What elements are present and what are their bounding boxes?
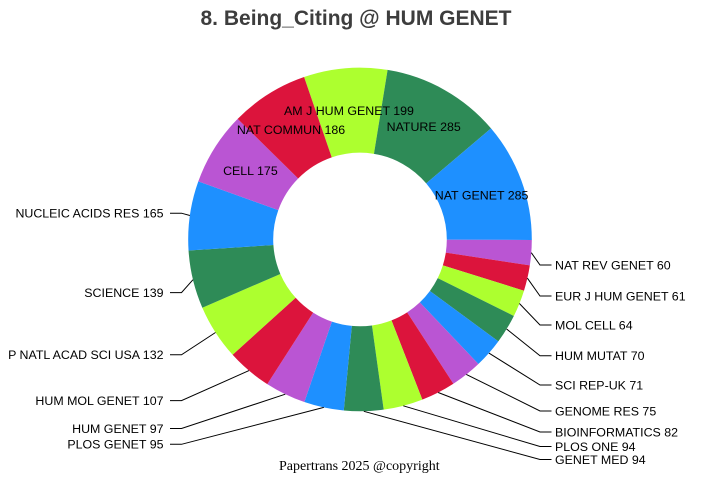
svg-text:SCIENCE 139: SCIENCE 139: [84, 286, 163, 300]
svg-text:PLOS ONE 94: PLOS ONE 94: [555, 440, 636, 454]
svg-text:CELL 175: CELL 175: [223, 164, 278, 178]
svg-text:Papertrans 2025 @copyright: Papertrans 2025 @copyright: [279, 459, 440, 474]
svg-text:8. Being_Citing @ HUM GENET: 8. Being_Citing @ HUM GENET: [201, 7, 512, 30]
svg-text:GENOME RES 75: GENOME RES 75: [555, 404, 656, 418]
svg-text:NAT REV GENET 60: NAT REV GENET 60: [555, 258, 671, 272]
svg-text:HUM MUTAT 70: HUM MUTAT 70: [555, 349, 645, 363]
svg-text:P NATL ACAD SCI USA 132: P NATL ACAD SCI USA 132: [8, 348, 164, 362]
svg-text:AM J HUM GENET 199: AM J HUM GENET 199: [284, 104, 414, 118]
svg-text:HUM GENET 97: HUM GENET 97: [72, 422, 163, 436]
svg-text:NAT GENET 285: NAT GENET 285: [435, 188, 529, 202]
svg-text:SCI REP-UK 71: SCI REP-UK 71: [555, 378, 643, 392]
svg-text:HUM MOL GENET 107: HUM MOL GENET 107: [35, 394, 163, 408]
svg-text:NAT COMMUN 186: NAT COMMUN 186: [237, 123, 345, 137]
svg-text:PLOS GENET 95: PLOS GENET 95: [67, 438, 163, 452]
svg-text:MOL CELL 64: MOL CELL 64: [555, 318, 633, 332]
svg-text:BIOINFORMATICS 82: BIOINFORMATICS 82: [555, 425, 678, 439]
svg-text:GENET MED 94: GENET MED 94: [555, 453, 646, 467]
svg-text:NUCLEIC ACIDS RES 165: NUCLEIC ACIDS RES 165: [15, 207, 163, 221]
svg-text:EUR J HUM GENET 61: EUR J HUM GENET 61: [555, 289, 686, 303]
svg-text:NATURE 285: NATURE 285: [387, 120, 461, 134]
